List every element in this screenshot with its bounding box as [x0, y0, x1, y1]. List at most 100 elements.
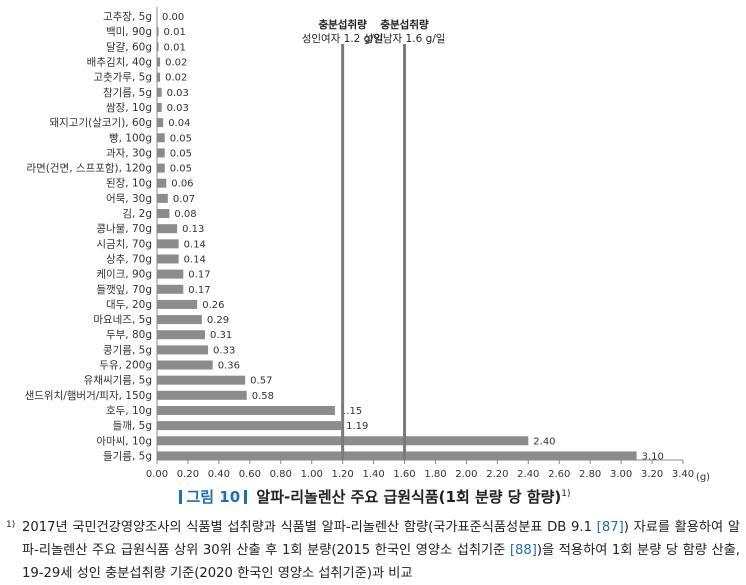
footnote-text-a: 2017년 국민건강영양조사의 식품별 섭취량과 식품별 알파-리놀렌산 함량(… — [22, 520, 597, 535]
footnote-text-b: ) 자료를 활용하여 알파-리놀렌산 주요 급원식품 상위 30위 산출 후 1… — [22, 520, 740, 558]
x-tick-label: 1.40 — [362, 469, 384, 480]
x-tick-label: 3.00 — [610, 469, 632, 480]
bar — [157, 269, 184, 279]
value-label: 0.07 — [173, 194, 195, 205]
value-label: 0.33 — [213, 345, 235, 356]
category-label: 들깻잎, 70g — [96, 284, 152, 296]
x-tick-label: 3.40 — [672, 469, 694, 480]
bar — [157, 239, 179, 249]
bar — [157, 102, 162, 112]
category-label: 과자, 30g — [106, 147, 152, 159]
category-label: 돼지고기(살코기), 60g — [49, 117, 152, 129]
category-label: 호두, 10g — [106, 405, 152, 417]
value-label: 0.05 — [170, 148, 192, 159]
x-tick-label: 1.20 — [332, 469, 354, 480]
value-label: 0.03 — [167, 103, 189, 114]
category-label: 두유, 200g — [99, 360, 152, 372]
footnote: 1) 2017년 국민건강영양조사의 식품별 섭취량과 식품별 알파-리놀렌산 … — [6, 516, 740, 585]
value-label: 0.01 — [164, 42, 186, 53]
bar — [157, 178, 167, 188]
value-label: 0.08 — [174, 209, 196, 220]
category-label: 쌈장, 10g — [106, 102, 152, 114]
value-label: 0.04 — [168, 118, 190, 129]
bar — [157, 390, 247, 400]
value-label: 1.19 — [346, 421, 368, 432]
bar — [157, 451, 637, 461]
bar — [157, 193, 168, 203]
x-tick-label: 1.60 — [393, 469, 415, 480]
value-label: 0.17 — [188, 285, 210, 296]
category-label: 된장, 10g — [106, 178, 152, 190]
bar — [157, 27, 159, 37]
category-label: 배추김치, 40g — [87, 57, 152, 69]
value-label: 0.06 — [171, 179, 193, 190]
x-tick-label: 2.80 — [579, 469, 601, 480]
value-label: 0.02 — [165, 73, 187, 84]
footnote-ref-87[interactable]: [87] — [596, 520, 624, 535]
reference-line — [341, 44, 345, 460]
bar — [157, 57, 161, 67]
alpha-linolenic-bar-chart: 고추장, 5g 0.00 백미, 90g 0.01 달걀, 60g 0.01 배추김치, 4… — [25, 7, 710, 483]
value-label: 0.03 — [167, 88, 189, 99]
bar — [157, 209, 170, 219]
bar — [157, 315, 202, 325]
x-axis-unit: (g) — [696, 472, 710, 483]
bars-group: 고추장, 5g 0.00 백미, 90g 0.01 달걀, 60g 0.01 배추김치, 4… — [25, 11, 664, 462]
category-label: 김, 2g — [122, 208, 152, 220]
reference-label-title: 충분섭취량 — [380, 18, 429, 31]
footnote-ref-88[interactable]: [88] — [509, 543, 537, 558]
category-label: 달걀, 60g — [106, 40, 152, 53]
category-label: 백미, 90g — [106, 26, 152, 38]
figure-title-sup: 1) — [561, 489, 571, 499]
category-label: 케이크, 90g — [96, 269, 152, 281]
x-tick-label: 0.20 — [177, 469, 199, 480]
x-tick-label: 0.60 — [239, 469, 261, 480]
footnote-text-c: )을 적용하여 1회 분량 당 함량 산출, 19-29세 성인 충분섭취량 기… — [22, 543, 740, 581]
x-tick-label: 0.40 — [208, 469, 230, 480]
value-label: 0.02 — [165, 58, 187, 69]
category-label: 아마씨, 10g — [96, 435, 152, 447]
value-label: 0.57 — [250, 376, 272, 387]
x-tick-label: 2.40 — [517, 469, 539, 480]
category-label: 마요네즈, 5g — [93, 314, 152, 326]
x-tick-label: 1.80 — [424, 469, 446, 480]
value-label: 0.31 — [210, 330, 232, 341]
bar — [157, 148, 165, 158]
category-label: 빵, 100g — [109, 132, 152, 144]
category-label: 콩기름, 5g — [103, 344, 152, 356]
bar — [157, 118, 164, 128]
value-label: 0.13 — [182, 224, 204, 235]
x-tick-label: 3.20 — [641, 469, 663, 480]
category-label: 참기름, 5g — [103, 87, 152, 99]
bar — [157, 133, 165, 143]
bar — [157, 224, 178, 234]
reference-label-value: 성인남자 1.6 g/일 — [364, 32, 446, 45]
x-tick-label: 2.60 — [548, 469, 570, 480]
value-label: 3.10 — [642, 451, 664, 462]
category-label: 고추장, 5g — [103, 11, 152, 23]
category-label: 유채씨기름, 5g — [84, 375, 152, 387]
bar — [157, 375, 246, 385]
footnote-mark: 1) — [6, 520, 16, 530]
value-label: 0.17 — [188, 270, 210, 281]
value-label: 0.36 — [218, 361, 240, 372]
category-label: 들기름, 5g — [103, 450, 152, 462]
figure-title: 알파-리놀렌산 주요 급원식품(1회 분량 당 함량) — [256, 488, 562, 506]
figure-label: 그림 10 — [186, 488, 241, 506]
value-label: 0.58 — [252, 391, 274, 402]
category-label: 라면(건면, 스프포함), 120g — [26, 163, 152, 175]
reference-line — [403, 44, 407, 460]
caption-bar-right — [244, 490, 248, 504]
bar — [157, 299, 198, 309]
bar — [157, 284, 184, 294]
value-label: 0.05 — [170, 164, 192, 175]
value-label: 0.14 — [184, 239, 206, 250]
x-tick-label: 2.20 — [486, 469, 508, 480]
x-tick-label: 2.00 — [455, 469, 477, 480]
caption-bar-left — [179, 490, 183, 504]
x-tick-label: 0.80 — [270, 469, 292, 480]
value-label: 2.40 — [533, 436, 555, 447]
figure-caption: 그림 10 알파-리놀렌산 주요 급원식품(1회 분량 당 함량)1) — [0, 486, 746, 507]
reference-label-value: 성인여자 1.2 g/일 — [302, 32, 384, 45]
